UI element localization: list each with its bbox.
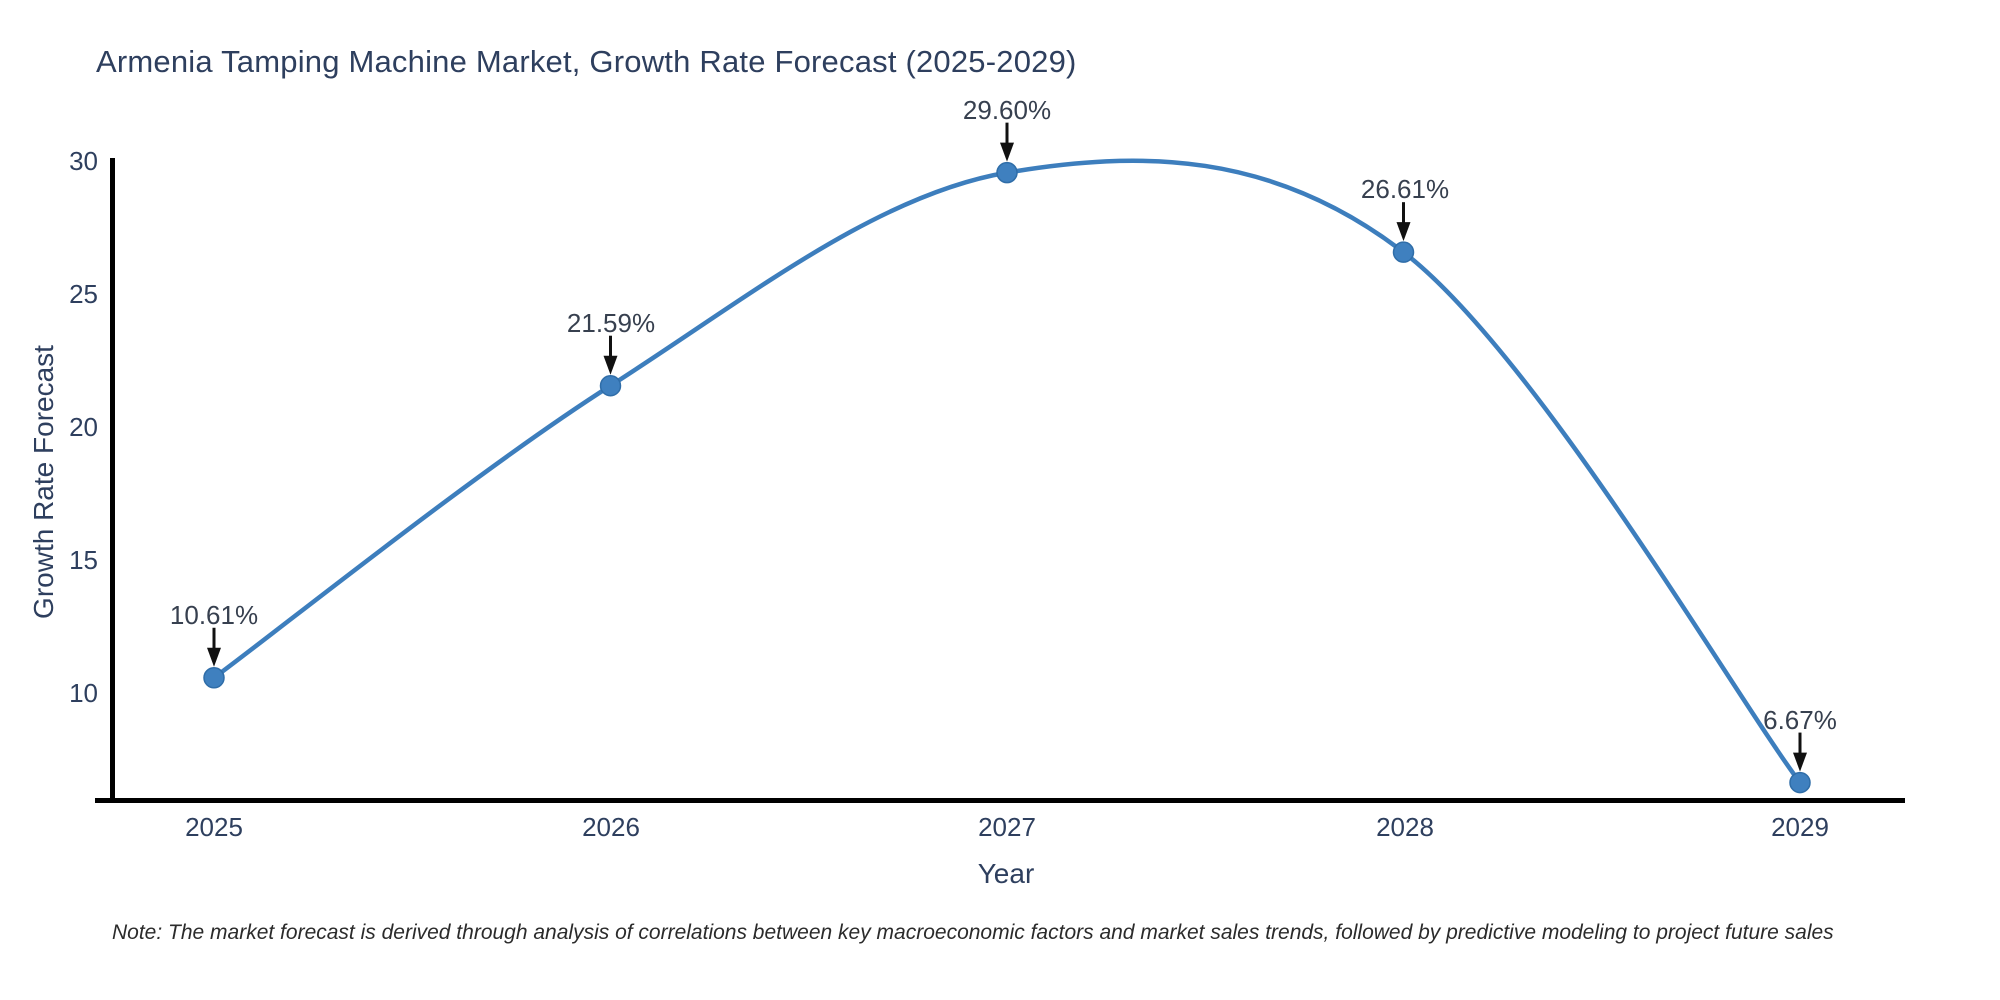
x-axis-line bbox=[95, 798, 1905, 803]
x-axis-title: Year bbox=[977, 858, 1035, 889]
data-point-marker bbox=[1392, 241, 1415, 263]
x-tick-label: 2027 bbox=[978, 812, 1036, 842]
data-point-label: 21.59% bbox=[566, 308, 656, 338]
data-point-label: 26.61% bbox=[1360, 174, 1450, 204]
y-tick-label: 30 bbox=[69, 146, 98, 176]
annotation-arrowhead-icon bbox=[1396, 222, 1411, 242]
y-tick-label: 25 bbox=[69, 279, 98, 309]
x-tick-label: 2026 bbox=[582, 812, 640, 842]
annotation-arrowhead-icon bbox=[603, 355, 618, 375]
trend-line bbox=[211, 158, 1803, 785]
x-tick-label: 2029 bbox=[1771, 812, 1829, 842]
data-point-label: 6.67% bbox=[1763, 705, 1837, 735]
data-point-marker bbox=[599, 374, 622, 397]
data-point-marker bbox=[996, 161, 1018, 184]
y-axis-title: Growth Rate Forecast bbox=[28, 345, 59, 619]
footnote: Note: The market forecast is derived thr… bbox=[112, 921, 1834, 944]
data-point-label: 10.61% bbox=[169, 600, 259, 630]
y-tick-label: 20 bbox=[69, 412, 98, 442]
y-axis-line bbox=[110, 158, 115, 803]
x-tick-label: 2025 bbox=[185, 812, 243, 842]
data-point-marker bbox=[203, 667, 225, 689]
x-tick-label: 2028 bbox=[1376, 812, 1434, 842]
annotation-arrowhead-icon bbox=[207, 647, 221, 667]
annotation-arrowhead-icon bbox=[1793, 752, 1807, 772]
chart-title: Armenia Tamping Machine Market, Growth R… bbox=[96, 44, 1077, 79]
y-tick-label: 15 bbox=[69, 545, 98, 575]
data-point-label: 29.60% bbox=[962, 95, 1052, 125]
data-point-marker bbox=[1789, 771, 1811, 794]
y-tick-label: 10 bbox=[69, 678, 98, 708]
annotation-arrowhead-icon bbox=[1000, 142, 1014, 162]
